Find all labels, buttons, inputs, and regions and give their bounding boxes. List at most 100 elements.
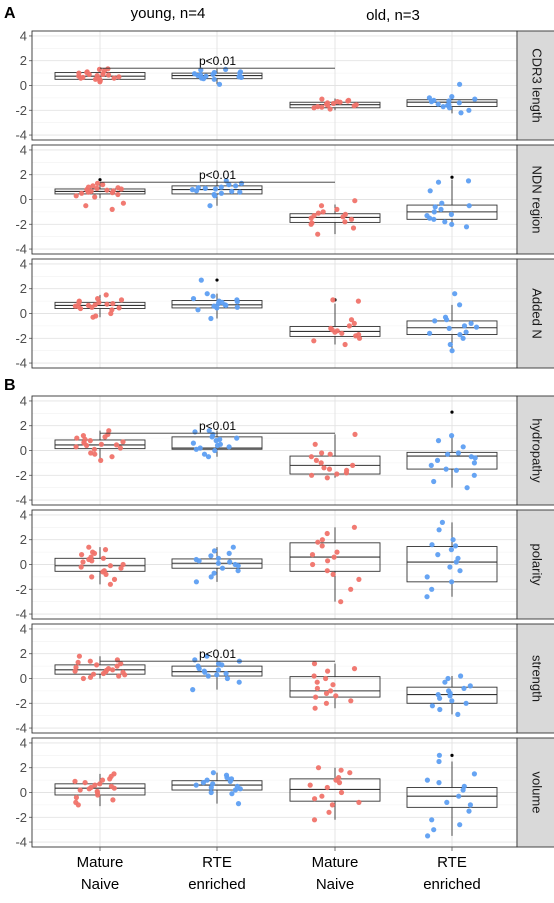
data-point (94, 662, 100, 668)
box-strength-0 (54, 656, 146, 679)
data-point (232, 787, 238, 793)
data-point (319, 104, 325, 110)
data-point (235, 801, 242, 807)
data-point (449, 433, 455, 439)
p-value-label: p<0.01 (199, 419, 236, 433)
data-point (87, 438, 93, 444)
data-point (190, 296, 197, 302)
data-point (212, 447, 218, 454)
data-point (94, 185, 100, 191)
data-point (102, 434, 108, 440)
data-point (79, 552, 85, 558)
data-point (352, 431, 358, 437)
points-added-n-2 (311, 297, 363, 348)
data-point (463, 329, 469, 335)
data-point (318, 460, 324, 466)
y-tick-label: 4 (20, 735, 27, 750)
data-point (321, 465, 327, 471)
data-point (319, 793, 325, 799)
data-point (79, 190, 85, 196)
data-point (461, 685, 467, 692)
data-point (320, 209, 326, 215)
data-point (218, 190, 224, 196)
facet-hydropathy: 4 2 0 -2 -4 p<0.01 hydropathy (15, 393, 554, 508)
data-point (429, 817, 435, 823)
data-point (76, 299, 82, 305)
data-point (229, 791, 235, 797)
data-point (351, 524, 357, 530)
facet-added-n: 4 2 0 -2 -4 Added N (15, 256, 554, 371)
facet-panels: 4 2 0 -2 -4 p<0.01 CDR3 length 4 2 0 -2 -4 p<0.01 NDN… (15, 28, 554, 850)
data-point (314, 685, 320, 692)
data-point (197, 445, 203, 451)
data-point (232, 561, 238, 568)
data-point (192, 657, 198, 663)
data-point (309, 552, 316, 558)
data-point (428, 462, 434, 468)
data-point (467, 802, 473, 808)
data-point (88, 450, 94, 456)
points-polarity-2 (309, 524, 362, 605)
y-tick-label: -4 (15, 493, 27, 508)
data-point (207, 203, 213, 209)
data-point (237, 70, 243, 76)
data-point (215, 667, 221, 673)
data-point (94, 788, 100, 794)
data-point (202, 185, 208, 191)
data-point (80, 559, 86, 565)
data-point (89, 574, 95, 580)
data-point (351, 320, 357, 326)
data-point (472, 455, 478, 461)
data-point (115, 185, 121, 191)
data-point (447, 693, 453, 699)
data-point (324, 100, 331, 106)
outlier-point (215, 278, 219, 282)
data-point (334, 549, 340, 555)
data-point (348, 586, 354, 592)
data-point (202, 669, 208, 675)
data-point (77, 787, 83, 793)
data-point (328, 688, 334, 694)
data-point (105, 66, 111, 72)
data-point (85, 302, 91, 308)
facet-strip-label: polarity (530, 544, 545, 586)
data-point (315, 231, 321, 237)
data-point (350, 462, 356, 468)
y-tick-label: -2 (15, 217, 27, 232)
data-point (76, 653, 82, 659)
data-point (99, 777, 106, 783)
data-point (329, 802, 335, 808)
facet-strip-label: Added N (530, 288, 545, 339)
data-point (216, 81, 223, 87)
p-value-label: p<0.01 (199, 647, 236, 661)
data-point (449, 579, 455, 585)
y-tick-label: 2 (20, 418, 27, 433)
facet-volume: 4 2 0 -2 -4 volume (15, 735, 554, 850)
data-point (326, 809, 332, 815)
data-point (458, 110, 464, 116)
data-point (457, 568, 463, 574)
data-point (311, 213, 317, 219)
data-point (344, 467, 350, 473)
data-point (201, 76, 207, 82)
data-point (115, 191, 121, 198)
box-volume-1 (171, 772, 263, 804)
data-point (211, 69, 217, 76)
panel-letter-a: A (4, 5, 16, 22)
data-point (90, 183, 96, 189)
data-point (438, 206, 444, 212)
y-tick-label: -4 (15, 607, 27, 622)
data-point (471, 460, 477, 466)
data-point (340, 214, 346, 220)
data-point (208, 574, 214, 580)
data-point (193, 556, 199, 563)
data-point (100, 71, 106, 77)
data-point (234, 299, 240, 305)
data-point (109, 454, 115, 460)
data-point (73, 664, 79, 671)
data-point (214, 305, 220, 311)
data-point (466, 203, 472, 209)
x-category-label: RTE enriched (188, 854, 246, 893)
facet-strength: 4 2 0 -2 -4 p<0.01 strength (15, 621, 554, 736)
data-point (468, 454, 474, 460)
